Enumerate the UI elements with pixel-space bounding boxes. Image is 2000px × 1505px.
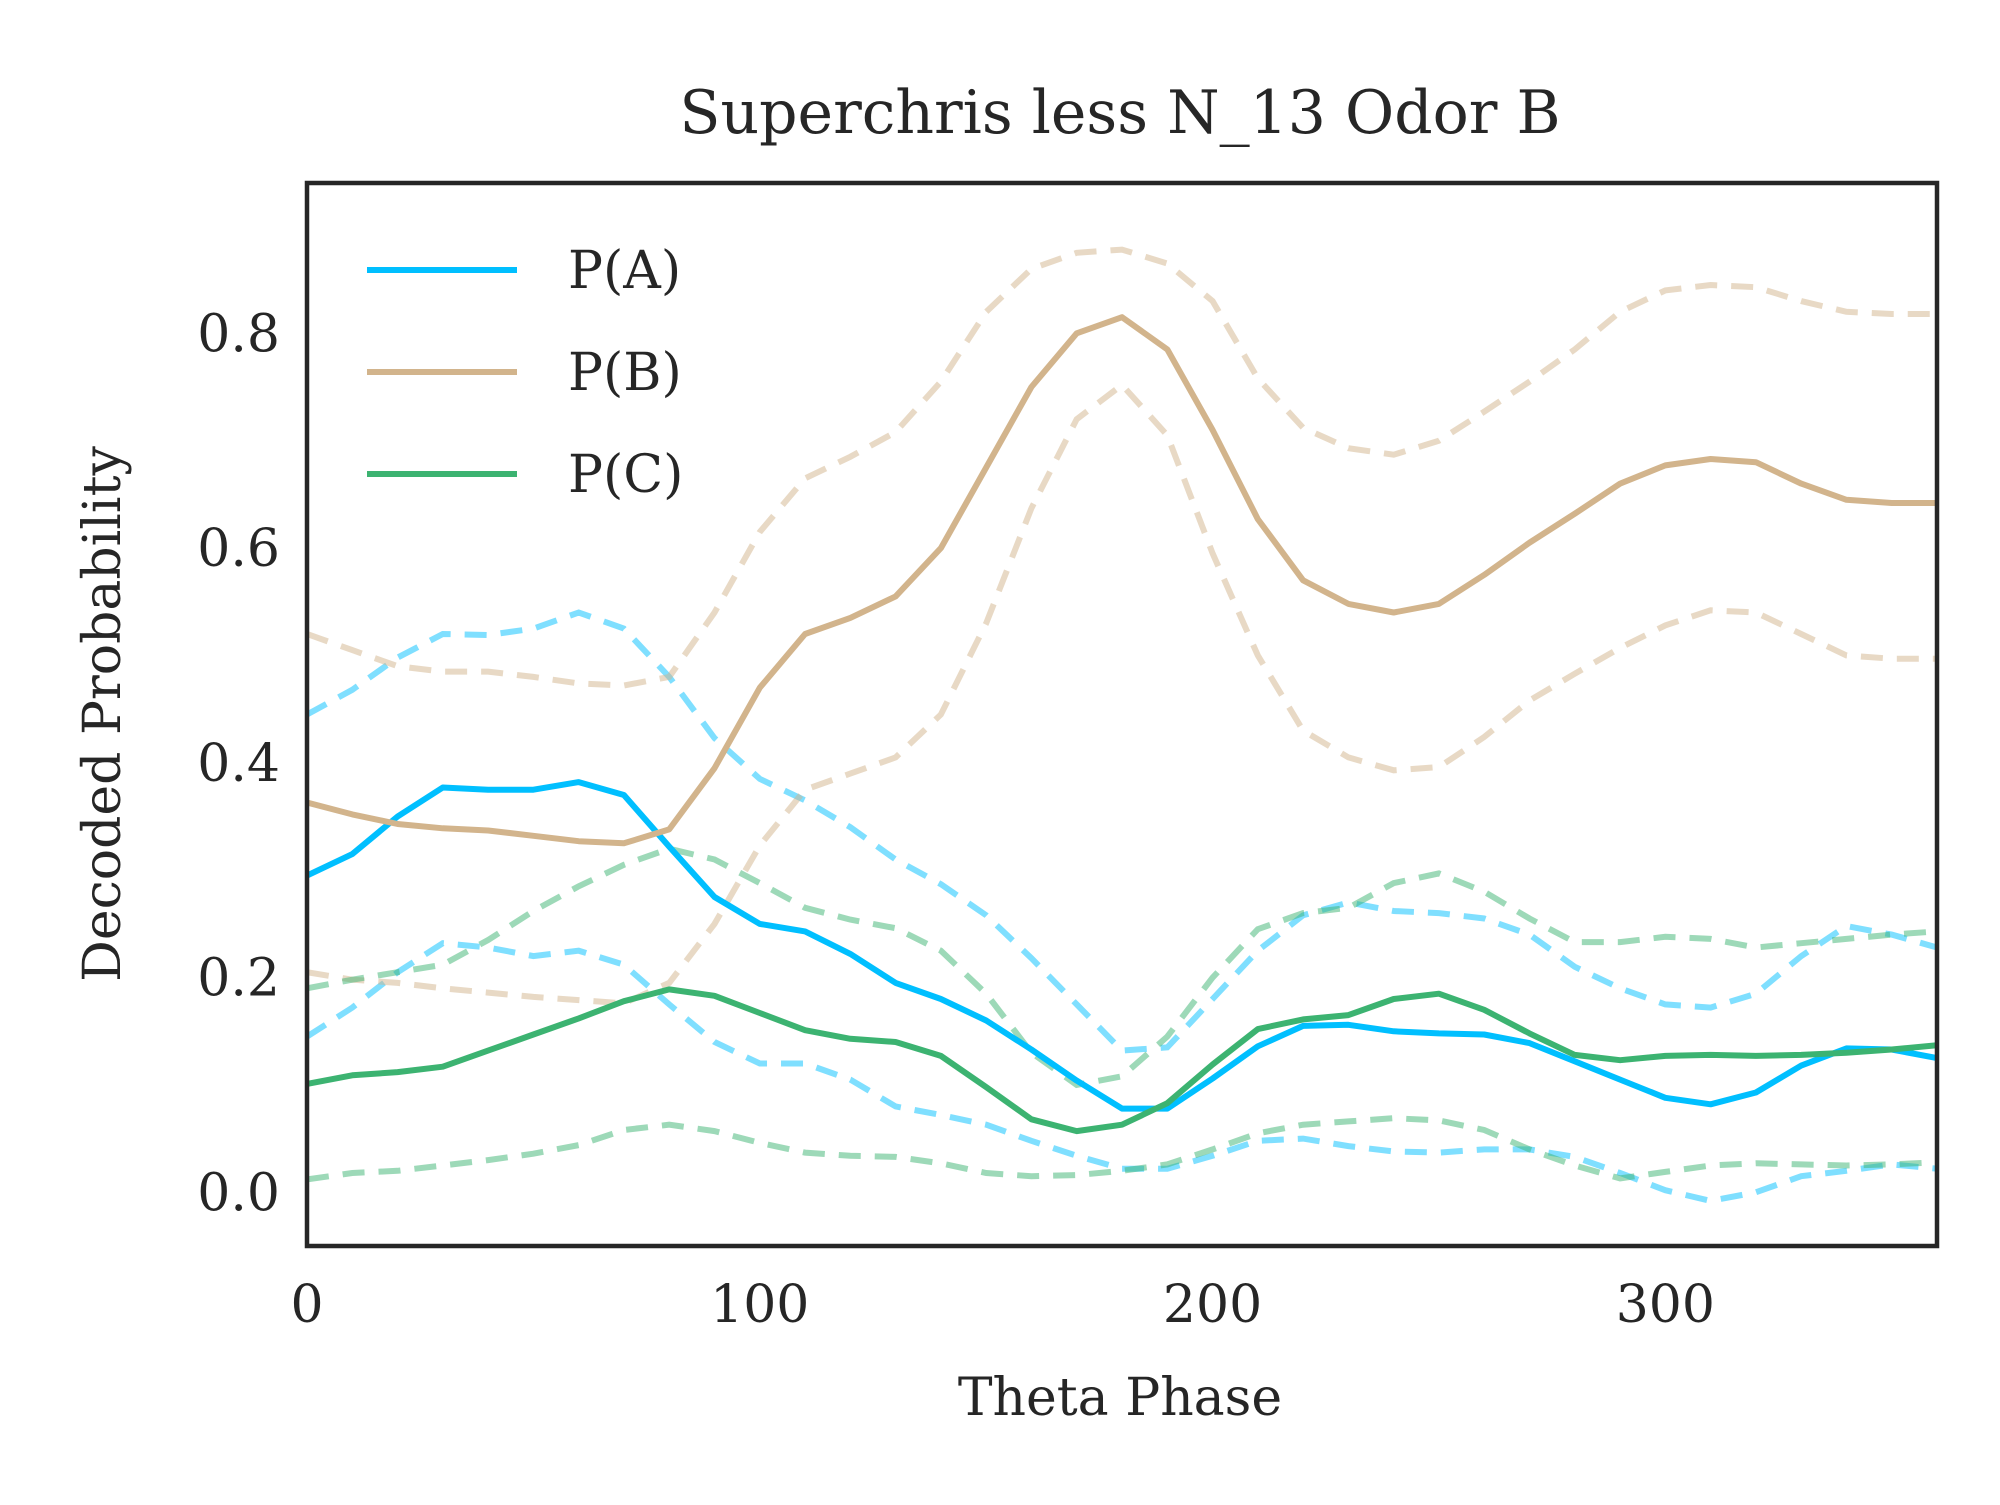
series-pc-lower-bound — [307, 1115, 1937, 1183]
y-tick-label: 0.8 — [197, 304, 280, 364]
axis-layer: 0 100 200 300 0.0 0.2 0.4 0.6 0.8 — [197, 304, 1715, 1335]
series-pb-line — [307, 314, 1937, 847]
y-tick-label: 0.0 — [197, 1163, 280, 1223]
series-pc-upper-bound — [307, 845, 1937, 1089]
y-axis-label: Decoded Probability — [73, 446, 133, 982]
series-pc-line — [307, 986, 1937, 1135]
x-tick-label: 200 — [1163, 1275, 1262, 1335]
plot-frame — [304, 180, 1940, 1249]
x-tick-label: 100 — [710, 1275, 809, 1335]
legend-label: P(A) — [568, 241, 681, 301]
y-tick-label: 0.2 — [197, 949, 280, 1009]
series-pa-line — [307, 779, 1937, 1112]
series-pb-upper-bound — [307, 246, 1937, 689]
series-pa-lower-bound — [307, 940, 1937, 1204]
x-axis-label: Theta Phase — [958, 1368, 1282, 1428]
chart-title: Superchris less N_13 Odor B — [679, 78, 1560, 148]
series-layer — [307, 246, 1937, 1204]
x-tick-label: 300 — [1616, 1275, 1715, 1335]
series-pb-lower-bound — [307, 380, 1937, 1007]
legend-label: P(C) — [568, 445, 683, 505]
legend: P(A) P(B) P(C) — [367, 241, 683, 505]
y-tick-label: 0.6 — [197, 519, 280, 579]
series-pa-upper-bound — [307, 609, 1937, 1054]
x-tick-label: 0 — [290, 1275, 323, 1335]
legend-label: P(B) — [568, 343, 682, 403]
y-tick-label: 0.4 — [197, 734, 280, 794]
